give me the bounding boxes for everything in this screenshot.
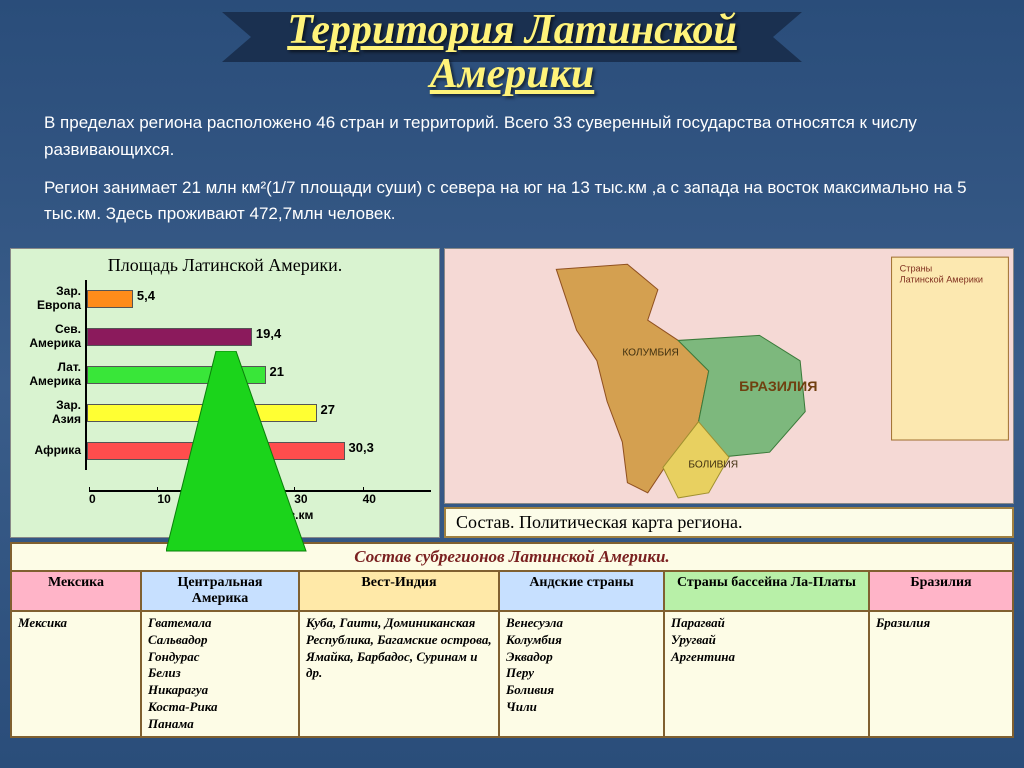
x-tick: 0 [89, 492, 157, 506]
chart-x-label: площадь в млн.кв.км [69, 508, 431, 522]
subregion-cell: ГватемалаСальвадорГондурасБелизНикарагуа… [142, 612, 300, 736]
x-tick: 30 [294, 492, 362, 506]
bar-value: 21 [270, 364, 284, 379]
subregion-cell: Мексика [12, 612, 142, 736]
svg-text:БРАЗИЛИЯ: БРАЗИЛИЯ [739, 379, 817, 395]
subregion-cell: ПарагвайУругвайАргентина [665, 612, 870, 736]
bar-row: Зар.Европа 5,4 [19, 280, 431, 318]
bar-label: Зар.Европа [19, 285, 85, 311]
paragraph-2: Регион занимает 21 млн км²(1/7 площади с… [44, 175, 980, 228]
subregions-title: Состав субрегионов Латинской Америки. [12, 544, 1012, 572]
subregion-header: Вест-Индия [300, 572, 500, 610]
subregions-body-row: МексикаГватемалаСальвадорГондурасБелизНи… [12, 612, 1012, 736]
subregion-cell: ВенесуэлаКолумбияЭквадорПеруБоливияЧили [500, 612, 665, 736]
bar [87, 328, 252, 346]
bar-row: Африка 30,3 [19, 432, 431, 470]
bar [87, 404, 317, 422]
bar [87, 366, 266, 384]
bar-label: Сев.Америка [19, 323, 85, 349]
intro-text: В пределах региона расположено 46 стран … [0, 96, 1024, 247]
chart-title: Площадь Латинской Америки. [19, 255, 431, 276]
subregion-header: Центральная Америка [142, 572, 300, 610]
title-banner: Территория Латинской Америки [252, 0, 772, 96]
map-panel: БРАЗИЛИЯ КОЛУМБИЯ БОЛИВИЯ Страны Латинск… [444, 248, 1014, 538]
subregion-header: Бразилия [870, 572, 1012, 610]
subregion-header: Страны бассейна Ла-Платы [665, 572, 870, 610]
bar-label: Африка [19, 444, 85, 457]
subregion-cell: Куба, Гаити, Доминиканская Республика, Б… [300, 612, 500, 736]
x-tick: 40 [363, 492, 431, 506]
subregion-header: Мексика [12, 572, 142, 610]
map-caption: Состав. Политическая карта региона. [444, 507, 1014, 538]
svg-text:БОЛИВИЯ: БОЛИВИЯ [688, 459, 738, 470]
subregions-table: Состав субрегионов Латинской Америки. Ме… [10, 542, 1014, 738]
bar-label: Зар.Азия [19, 399, 85, 425]
area-bar-chart: Площадь Латинской Америки. Зар.Европа 5,4… [10, 248, 440, 538]
bar-value: 19,4 [256, 326, 281, 341]
subregion-cell: Бразилия [870, 612, 1012, 736]
svg-text:Латинской Америки: Латинской Америки [900, 274, 983, 284]
bar-value: 30,3 [349, 440, 374, 455]
subregions-header-row: МексикаЦентральная АмерикаВест-ИндияАндс… [12, 572, 1012, 612]
chart-bars: Зар.Европа 5,4 Сев.Америка 19,4 Лат.Америка 2… [19, 280, 431, 490]
svg-text:КОЛУМБИЯ: КОЛУМБИЯ [622, 347, 678, 358]
page-title: Территория Латинской Америки [252, 8, 772, 96]
paragraph-1: В пределах региона расположено 46 стран … [44, 110, 980, 163]
map-legend-title: Страны [900, 263, 933, 273]
x-tick: 10 [157, 492, 225, 506]
bar-row: Зар.Азия 27 [19, 394, 431, 432]
bar-label: Лат.Америка [19, 361, 85, 387]
bar-value: 27 [321, 402, 335, 417]
political-map: БРАЗИЛИЯ КОЛУМБИЯ БОЛИВИЯ Страны Латинск… [444, 248, 1014, 504]
content-row: Площадь Латинской Америки. Зар.Европа 5,4… [0, 248, 1024, 538]
bar-value: 5,4 [137, 288, 155, 303]
bar-row: Лат.Америка 21 [19, 356, 431, 394]
subregion-header: Андские страны [500, 572, 665, 610]
bar [87, 290, 133, 308]
bar-row: Сев.Америка 19,4 [19, 318, 431, 356]
x-tick: 20 [226, 492, 294, 506]
bar [87, 442, 345, 460]
chart-x-axis: 010203040 [89, 490, 431, 506]
